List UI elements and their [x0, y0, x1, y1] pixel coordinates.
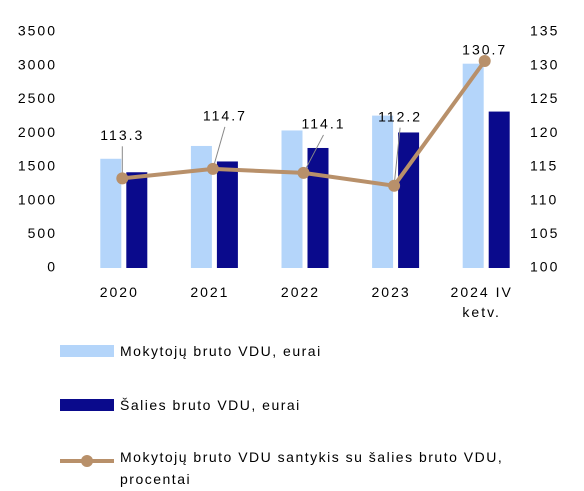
y2-tick-label: 120: [530, 124, 559, 140]
data-label: 114.7: [203, 108, 247, 124]
bar: [190, 145, 212, 268]
bar: [281, 130, 303, 268]
bar: [307, 147, 329, 268]
x-tick-label: 2024 IV ketv.: [450, 284, 513, 320]
y-tick-label: 1500: [18, 158, 57, 174]
y-tick-label: 0: [47, 259, 57, 275]
legend-item: Šalies bruto VDU, eurai: [60, 394, 540, 416]
bar: [100, 158, 122, 268]
y-tick-label: 3000: [18, 56, 57, 72]
leader-line: [393, 127, 401, 186]
bar: [372, 115, 394, 269]
x-tick-label: 2023: [371, 284, 411, 300]
data-label: 113.3: [100, 127, 144, 143]
y-tick-label: 1000: [18, 191, 57, 207]
bar: [216, 161, 238, 268]
marker: [388, 179, 401, 192]
legend-label: Mokytojų bruto VDU, eurai: [120, 343, 322, 359]
legend-label: Mokytojų bruto VDU santykis su šalies br…: [120, 449, 504, 487]
marker: [478, 54, 491, 67]
y-tick-label: 3500: [18, 23, 57, 39]
leader-line: [212, 126, 226, 170]
y-tick-label: 2000: [18, 124, 57, 140]
x-tick-label: 2021: [190, 284, 230, 300]
y2-tick-label: 125: [530, 90, 559, 106]
legend-item: Mokytojų bruto VDU, eurai: [60, 340, 540, 362]
data-label: 112.2: [378, 108, 422, 124]
data-label: 114.1: [302, 116, 346, 132]
bar: [488, 111, 510, 269]
y2-tick-label: 135: [530, 23, 559, 39]
marker: [206, 162, 219, 175]
leader-line: [303, 134, 324, 174]
marker: [116, 172, 129, 185]
legend-item: Mokytojų bruto VDU santykis su šalies br…: [60, 446, 540, 490]
y2-tick-label: 115: [530, 158, 558, 174]
y2-tick-label: 110: [530, 191, 558, 207]
bar: [462, 63, 484, 268]
plot: 0 500 1000 1500 2000 2500 3000 3500 100 105 110 115…: [18, 23, 559, 275]
legend-swatch: [60, 345, 114, 357]
legend-marker: [81, 455, 93, 467]
data-label: 130.7: [462, 42, 507, 58]
y2-tick-label: 130: [530, 56, 559, 72]
bar: [126, 172, 148, 268]
legend-label: Šalies bruto VDU, eurai: [120, 397, 301, 413]
y2-tick-label: 100: [530, 259, 559, 275]
legend-swatch: [60, 399, 114, 411]
x-tick-label: 2022: [280, 284, 321, 300]
x-tick-label: 2020: [99, 284, 139, 300]
legend-swatch: [60, 451, 114, 467]
y2-tick-label: 105: [530, 225, 559, 241]
y-tick-label: 500: [28, 225, 57, 241]
marker: [297, 166, 310, 179]
y-tick-label: 2500: [18, 90, 57, 106]
bar: [398, 132, 420, 268]
